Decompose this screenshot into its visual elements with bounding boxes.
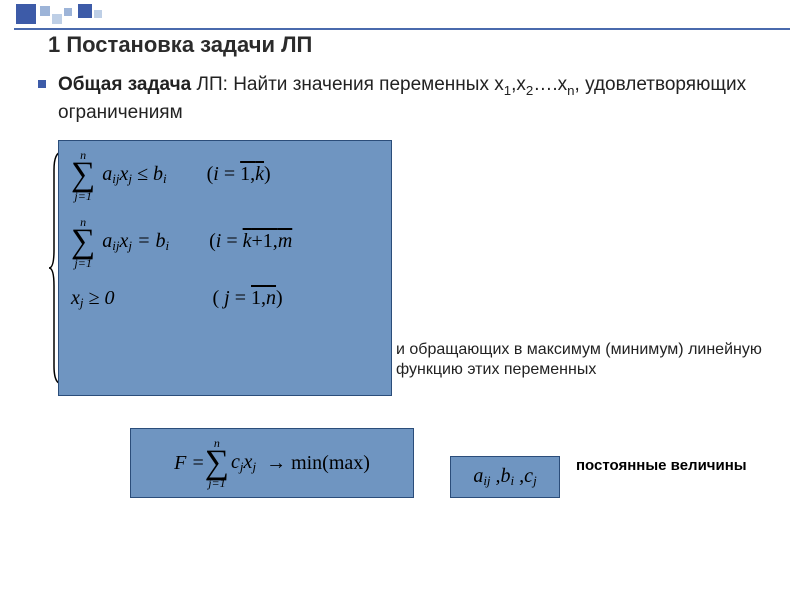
constraint-row-3: xj ≥ 0 ( j = 1,n) <box>71 287 379 311</box>
sigma-block: n ∑ j=1 <box>71 149 95 202</box>
c3-body: xj ≥ 0 <box>71 287 115 309</box>
sigma-icon: ∑ <box>71 228 95 257</box>
obj-arrow: → min(max) <box>256 452 370 475</box>
sigma-lower: j=1 <box>71 190 95 202</box>
header-decoration <box>0 0 800 36</box>
obj-body: cjxj <box>231 451 256 475</box>
constraint-row-2: n ∑ j=1 aijxj = bi (i = k+1,m <box>71 216 379 269</box>
sigma-icon: ∑ <box>71 161 95 190</box>
intro-paragraph: Общая задача ЛП: Найти значения переменн… <box>48 72 768 125</box>
decor-svg <box>0 0 800 36</box>
constants-expr: aij ,bi ,cj <box>473 465 536 489</box>
para-lead-rest: ЛП: Найти значения переменных x <box>197 74 504 95</box>
sigma-block: n ∑ j=1 <box>71 216 95 269</box>
para-mid2: ….x <box>533 74 567 95</box>
para-mid1: ,x <box>511 74 526 95</box>
constraint-row-1: n ∑ j=1 aijxj ≤ bi (i = 1,k) <box>71 149 379 202</box>
aside-text: и обращающих в максимум (минимум) линейн… <box>396 340 786 380</box>
bullet-icon <box>38 80 46 88</box>
sigma-block: n ∑ j=1 <box>205 437 229 490</box>
slide-content: 1 Постановка задачи ЛП Общая задача ЛП: … <box>48 32 768 133</box>
sigma-icon: ∑ <box>205 449 229 478</box>
c1-body: aijxj ≤ bi <box>102 163 166 185</box>
c3-idx: ( j = 1,n) <box>213 287 283 309</box>
constants-label: постоянные величины <box>576 456 747 476</box>
c2-idx: (i = k+1,m <box>209 230 292 252</box>
constants-box: aij ,bi ,cj <box>450 456 560 498</box>
c2-body: aijxj = bi <box>102 230 169 252</box>
slide-title: 1 Постановка задачи ЛП <box>48 32 768 58</box>
objective-box: F = n ∑ j=1 cjxj → min(max) <box>130 428 414 498</box>
para-lead-bold: Общая задача <box>58 74 197 95</box>
sigma-lower: j=1 <box>71 257 95 269</box>
c1-idx: (i = 1,k) <box>207 163 271 185</box>
constraints-box: n ∑ j=1 aijxj ≤ bi (i = 1,k) n ∑ j=1 aij… <box>58 140 392 396</box>
para-subn: n <box>567 83 574 98</box>
obj-lhs: F = <box>174 452 205 475</box>
sigma-lower: j=1 <box>205 477 229 489</box>
